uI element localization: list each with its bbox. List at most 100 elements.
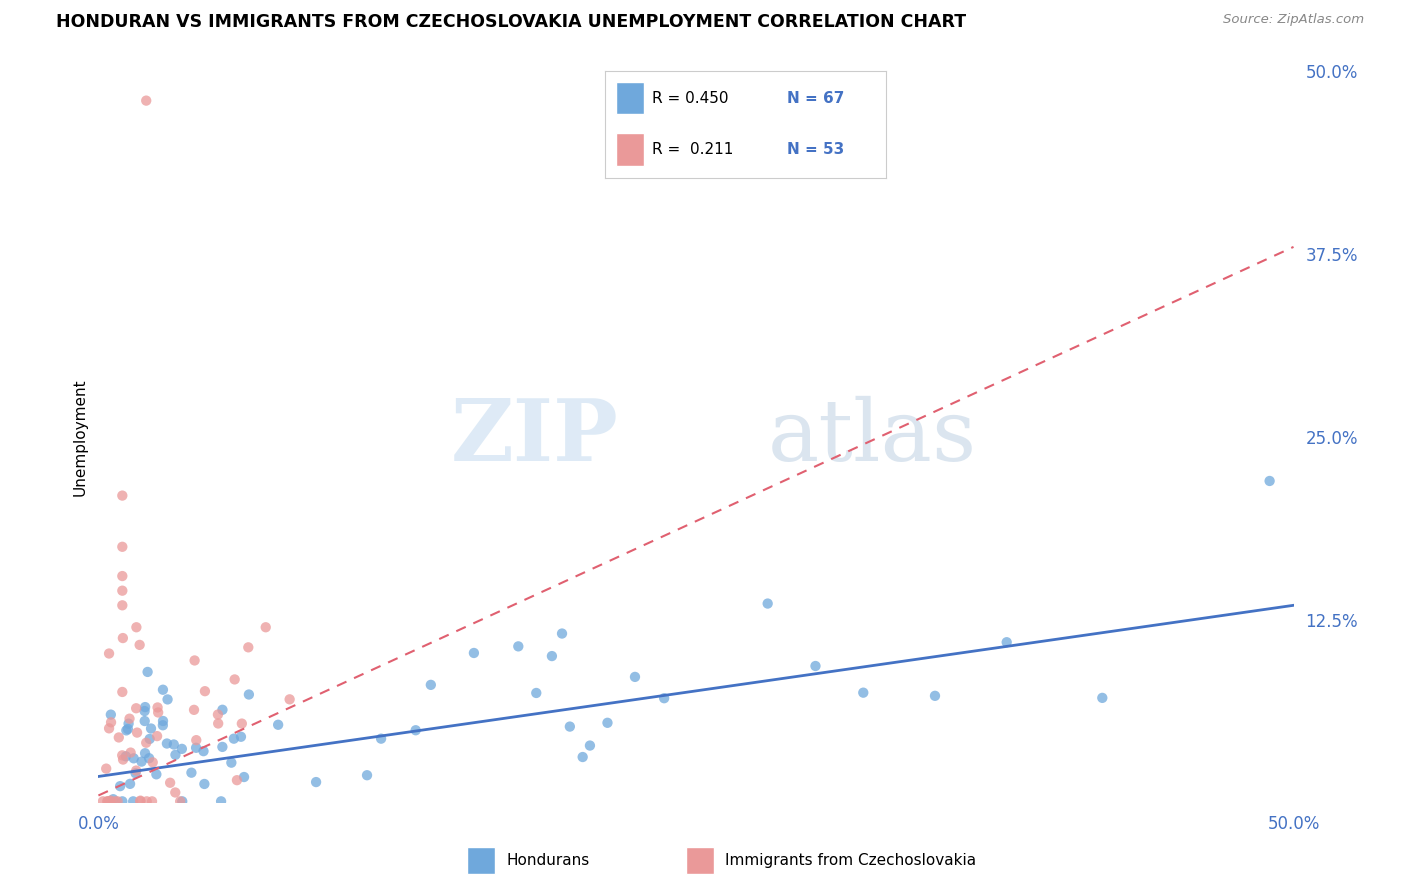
Bar (616, 82, 644, 114)
Text: Hondurans: Hondurans (506, 854, 589, 868)
Point (211, 703, 233, 717)
Point (370, 731, 392, 746)
Point (124, 766, 146, 780)
Point (138, 731, 160, 746)
Point (139, 722, 162, 736)
Point (131, 755, 153, 769)
Point (419, 678, 441, 692)
Point (186, 733, 208, 747)
Point (156, 737, 179, 751)
Bar (616, 134, 644, 166)
Point (141, 794, 163, 808)
Point (756, 597, 779, 611)
Point (180, 765, 202, 780)
Text: ZIP: ZIP (450, 395, 619, 479)
Point (156, 692, 179, 706)
Point (231, 716, 253, 731)
Point (135, 94, 157, 108)
Text: HONDURAN VS IMMIGRANTS FROM CZECHOSLOVAKIA UNEMPLOYMENT CORRELATION CHART: HONDURAN VS IMMIGRANTS FROM CZECHOSLOVAK… (56, 13, 966, 31)
Point (229, 730, 252, 744)
Y-axis label: Unemployment: Unemployment (72, 378, 87, 496)
Point (172, 794, 194, 808)
Point (146, 729, 169, 743)
Point (104, 794, 127, 808)
Point (163, 738, 186, 752)
Point (541, 649, 564, 664)
Point (224, 673, 246, 687)
Point (118, 712, 141, 726)
Point (146, 700, 169, 714)
Point (194, 684, 217, 698)
Point (128, 638, 150, 652)
Text: N = 53: N = 53 (787, 142, 845, 157)
Point (134, 700, 156, 714)
Point (209, 794, 232, 808)
Point (558, 720, 581, 734)
Point (125, 701, 148, 715)
Point (142, 756, 165, 770)
Point (122, 751, 145, 765)
Point (222, 731, 245, 746)
Point (571, 750, 593, 764)
Text: Immigrants from Czechoslovakia: Immigrants from Czechoslovakia (725, 854, 977, 868)
Text: R = 0.450: R = 0.450 (652, 91, 728, 105)
Point (136, 665, 159, 679)
Point (111, 583, 134, 598)
Point (165, 785, 187, 799)
Point (120, 746, 142, 760)
Point (221, 756, 243, 770)
Point (135, 794, 157, 808)
Point (278, 692, 301, 706)
Point (524, 686, 547, 700)
Point (100, 794, 122, 808)
Point (852, 686, 875, 700)
Point (117, 716, 139, 731)
Point (551, 626, 574, 640)
Point (233, 770, 256, 784)
Point (111, 489, 134, 503)
Point (305, 775, 328, 789)
Point (111, 569, 134, 583)
Point (1091, 690, 1114, 705)
Point (238, 688, 260, 702)
Point (134, 704, 156, 718)
Point (117, 722, 139, 736)
Point (111, 599, 134, 613)
Point (134, 746, 156, 760)
Point (138, 751, 160, 765)
Point (165, 747, 187, 762)
Point (127, 725, 149, 739)
Point (211, 739, 233, 754)
Point (100, 715, 122, 730)
Point (1258, 474, 1281, 488)
Point (129, 794, 152, 808)
Point (207, 716, 229, 731)
Point (184, 740, 207, 755)
Point (596, 715, 619, 730)
Text: R =  0.211: R = 0.211 (652, 142, 734, 157)
Point (146, 706, 169, 720)
Point (193, 777, 215, 791)
Point (405, 723, 427, 738)
Point (135, 736, 157, 750)
Point (169, 794, 191, 808)
Point (100, 707, 122, 722)
Point (129, 794, 152, 808)
Point (804, 659, 827, 673)
Text: N = 67: N = 67 (787, 91, 845, 105)
Point (254, 620, 277, 634)
Point (112, 753, 135, 767)
Point (107, 794, 129, 808)
Point (159, 776, 181, 790)
Point (111, 685, 134, 699)
Point (508, 640, 530, 654)
Point (152, 714, 174, 728)
Point (238, 640, 260, 655)
Point (226, 773, 249, 788)
Point (183, 653, 205, 667)
Point (98, 722, 121, 736)
Point (652, 691, 675, 706)
Point (96, 762, 118, 776)
Point (183, 703, 205, 717)
Point (134, 714, 156, 728)
